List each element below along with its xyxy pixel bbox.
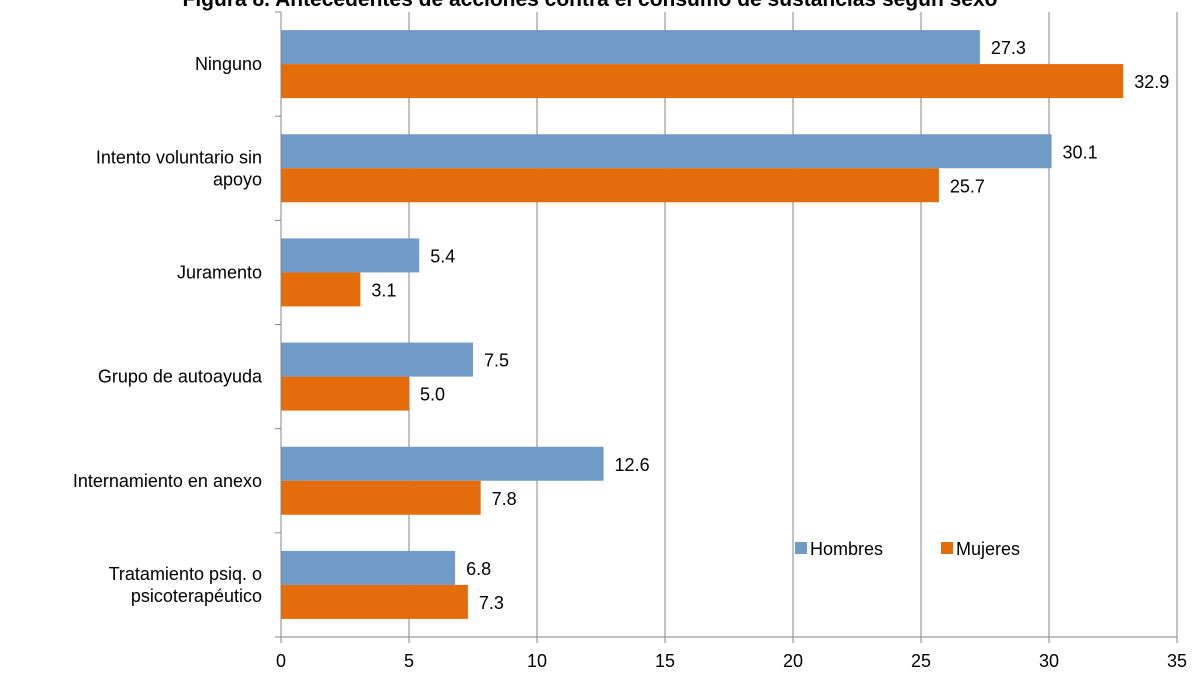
x-tick-label-5: 5 <box>404 651 414 671</box>
category-label-internamiento-en-anexo: Internamiento en anexo <box>73 471 262 491</box>
data-label-hombres-grupo-de-autoayuda: 7.5 <box>484 351 509 371</box>
bar-mujeres-tratamiento-psiq-o-psicoterapeutico <box>281 584 468 619</box>
bar-hombres-tratamiento-psiq-o-psicoterapeutico <box>281 550 456 585</box>
legend-swatch-mujeres <box>941 542 953 554</box>
bar-mujeres-grupo-de-autoayuda <box>281 376 409 411</box>
x-tick-label-25: 25 <box>911 651 931 671</box>
category-label-grupo-de-autoayuda: Grupo de autoayuda <box>98 367 263 387</box>
x-tick-label-10: 10 <box>527 651 547 671</box>
grid-lines <box>408 12 1178 637</box>
data-label-hombres-internamiento-en-anexo: 12.6 <box>615 455 650 475</box>
category-label-juramento: Juramento <box>177 262 262 282</box>
legend-label-hombres: Hombres <box>810 539 883 559</box>
data-label-hombres-intento-voluntario-sin-apoyo: 30.1 <box>1063 142 1098 162</box>
axes: 0 5 10 15 20 25 30 35 Ninguno Intento voluntario … <box>73 11 1187 671</box>
data-label-mujeres-internamiento-en-anexo: 7.8 <box>492 489 517 509</box>
bar-mujeres-juramento <box>281 272 361 307</box>
data-label-mujeres-intento-voluntario-sin-apoyo: 25.7 <box>950 176 985 196</box>
x-tick-label-20: 20 <box>783 651 803 671</box>
bar-hombres-juramento <box>281 238 420 273</box>
data-label-mujeres-juramento: 3.1 <box>371 280 396 300</box>
bar-mujeres-ninguno <box>281 64 1124 99</box>
data-label-hombres-juramento: 5.4 <box>430 246 455 266</box>
category-label-ninguno: Ninguno <box>195 54 262 74</box>
category-label-tratamiento-psiq-o-psicoterapeutico-line-2: psicoterapéutico <box>131 586 262 606</box>
chart-title: Figura 8. Antecedentes de acciones contr… <box>183 0 998 11</box>
bar-mujeres-internamiento-en-anexo <box>281 480 481 515</box>
x-tick-label-35: 35 <box>1167 651 1187 671</box>
legend-swatch-hombres <box>795 542 807 554</box>
bar-hombres-intento-voluntario-sin-apoyo <box>281 134 1052 169</box>
data-label-mujeres-ninguno: 32.9 <box>1134 72 1169 92</box>
category-label-intento-voluntario-sin-apoyo-line-2: apoyo <box>213 169 262 189</box>
bar-hombres-internamiento-en-anexo <box>281 446 604 481</box>
data-label-hombres-tratamiento-psiq-o-psicoterapeutico: 6.8 <box>466 559 491 579</box>
data-label-mujeres-grupo-de-autoayuda: 5.0 <box>420 385 445 405</box>
legend: Hombres Mujeres <box>795 539 1020 559</box>
bar-mujeres-intento-voluntario-sin-apoyo <box>281 168 939 203</box>
legend-label-mujeres: Mujeres <box>956 539 1020 559</box>
data-label-mujeres-tratamiento-psiq-o-psicoterapeutico: 7.3 <box>479 593 504 613</box>
data-labels: 27.3 32.9 30.1 25.7 5.4 3.1 7.5 5.0 12.6 7.8 6.8 7.… <box>371 38 1169 613</box>
x-tick-label-0: 0 <box>276 651 286 671</box>
category-label-tratamiento-psiq-o-psicoterapeutico-line-1: Tratamiento psiq. o <box>109 564 262 584</box>
x-tick-label-30: 30 <box>1039 651 1059 671</box>
bar-hombres-grupo-de-autoayuda <box>281 342 473 377</box>
bar-hombres-ninguno <box>281 30 980 65</box>
category-label-intento-voluntario-sin-apoyo-line-1: Intento voluntario sin <box>96 147 262 167</box>
x-tick-label-15: 15 <box>655 651 675 671</box>
data-label-hombres-ninguno: 27.3 <box>991 38 1026 58</box>
bars <box>281 30 1124 619</box>
